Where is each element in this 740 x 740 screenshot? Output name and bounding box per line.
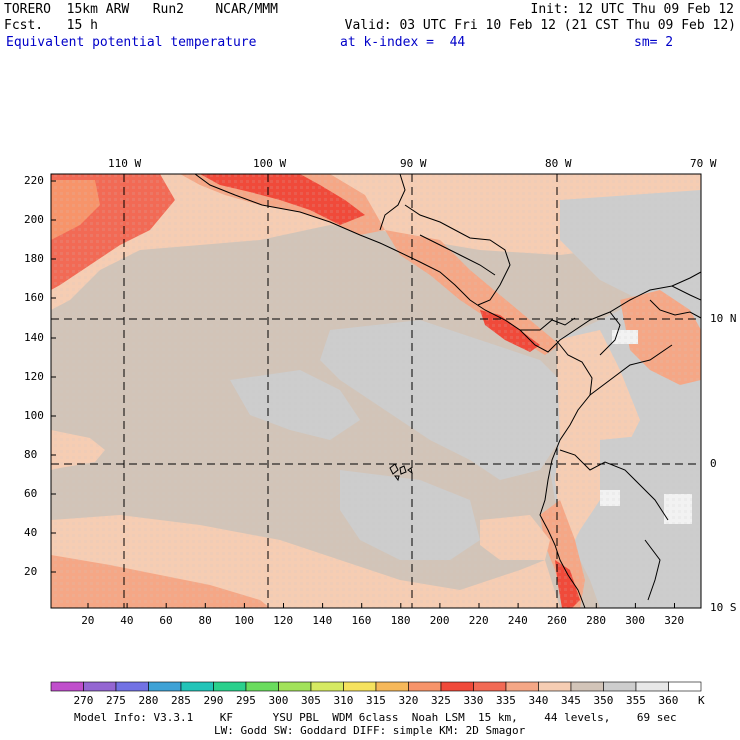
colorbar-swatch — [603, 681, 637, 692]
header-valid-time: Valid: 03 UTC Fri 10 Feb 12 (21 CST Thu … — [344, 18, 736, 33]
colorbar-swatch — [310, 681, 344, 692]
x-tick-label: 260 — [547, 614, 567, 627]
shaded-field — [51, 174, 701, 608]
colorbar-label: 270 — [73, 694, 94, 707]
y-tick-label: 160 — [24, 291, 44, 304]
colorbar-label: 295 — [236, 694, 256, 707]
colorbar-label: 355 — [626, 694, 646, 707]
colorbar-label: 325 — [431, 694, 451, 707]
colorbar-label: 340 — [528, 694, 549, 707]
y-tick-label: 200 — [24, 213, 44, 226]
colorbar-unit: K — [698, 694, 705, 707]
x-tick-label: 220 — [468, 614, 489, 627]
colorbar-label: 360 — [658, 694, 679, 707]
colorbar — [50, 681, 702, 692]
x-tick-label: 180 — [390, 614, 411, 627]
y-tick-label: 220 — [24, 174, 44, 187]
x-tick-label: 100 — [234, 614, 255, 627]
colorbar-swatch — [83, 681, 117, 692]
colorbar-swatch — [148, 681, 182, 692]
colorbar-label: 285 — [171, 694, 191, 707]
colorbar-label: 335 — [496, 694, 516, 707]
y-tick-label: 80 — [24, 448, 38, 461]
y-tick-label: 40 — [24, 526, 38, 539]
graticule — [51, 174, 701, 608]
colorbar-label: 330 — [463, 694, 484, 707]
colorbar-swatch — [343, 681, 377, 692]
colorbar-swatch — [505, 681, 539, 692]
x-tick-label: 60 — [159, 614, 173, 627]
colorbar-label: 350 — [593, 694, 614, 707]
lat-label-10s: 10 S — [710, 601, 737, 614]
colorbar-swatch — [440, 681, 474, 692]
y-tick-label: 180 — [24, 252, 44, 265]
colorbar-swatch — [245, 681, 279, 692]
x-tick-label: 120 — [273, 614, 294, 627]
colorbar-label: 300 — [268, 694, 289, 707]
colorbar-swatch — [635, 681, 669, 692]
lon-label-110w: 110 W — [108, 157, 142, 170]
coastlines — [194, 174, 701, 608]
colorbar-swatch — [375, 681, 409, 692]
x-tick-label: 320 — [664, 614, 685, 627]
physics-info: LW: Godd SW: Goddard DIFF: simple KM: 2D… — [214, 724, 526, 737]
colorbar-swatch — [278, 681, 312, 692]
x-tick-label: 140 — [312, 614, 333, 627]
colorbar-label: 280 — [138, 694, 159, 707]
galapagos-islands — [389, 463, 413, 482]
colorbar-label: 310 — [333, 694, 354, 707]
y-tick-label: 20 — [24, 565, 38, 578]
x-tick-label: 40 — [120, 614, 134, 627]
model-info: Model Info: V3.3.1 KF YSU PBL WDM 6class… — [74, 711, 677, 724]
header-run-info: TORERO 15km ARW Run2 NCAR/MMM — [4, 2, 278, 17]
header-forecast-hour: Fcst. 15 h — [4, 18, 98, 33]
colorbar-label: 275 — [106, 694, 126, 707]
colorbar-swatch — [668, 681, 702, 692]
x-tick-label: 20 — [81, 614, 95, 627]
x-tick-label: 280 — [586, 614, 606, 627]
lon-label-80w: 80 W — [545, 157, 572, 170]
colorbar-swatch — [115, 681, 149, 692]
x-tick-label: 200 — [429, 614, 450, 627]
y-tick-label: 120 — [24, 370, 44, 383]
colorbar-swatch — [570, 681, 604, 692]
y-tick-label: 100 — [24, 409, 44, 422]
lat-label-0: 0 — [710, 457, 717, 470]
lon-label-100w: 100 W — [253, 157, 287, 170]
field-title: Equivalent potential temperature — [6, 35, 257, 50]
lon-label-70w: 70 W — [690, 157, 717, 170]
colorbar-swatch — [180, 681, 214, 692]
smoothing-label: sm= 2 — [634, 35, 674, 50]
lon-label-90w: 90 W — [400, 157, 427, 170]
header-init-time: Init: 12 UTC Thu 09 Feb 12 — [530, 2, 735, 17]
colorbar-label: 315 — [366, 694, 386, 707]
y-tick-label: 60 — [24, 487, 38, 500]
colorbar-swatch — [213, 681, 247, 692]
colorbar-swatch — [538, 681, 572, 692]
colorbar-label: 320 — [398, 694, 419, 707]
x-tick-label: 80 — [198, 614, 212, 627]
x-tick-marks — [87, 603, 675, 608]
colorbar-swatch — [473, 681, 507, 692]
x-tick-label: 300 — [625, 614, 646, 627]
plot-frame — [50, 173, 702, 609]
lat-label-10n: 10 N — [710, 312, 737, 325]
x-tick-label: 240 — [507, 614, 528, 627]
y-tick-label: 140 — [24, 331, 44, 344]
y-tick-marks — [51, 180, 56, 573]
colorbar-label: 290 — [203, 694, 224, 707]
colorbar-swatch — [408, 681, 442, 692]
level-label: at k-index = 44 — [340, 35, 466, 50]
x-tick-label: 160 — [351, 614, 372, 627]
colorbar-label: 305 — [301, 694, 321, 707]
colorbar-label: 345 — [561, 694, 581, 707]
colorbar-swatch — [50, 681, 84, 692]
